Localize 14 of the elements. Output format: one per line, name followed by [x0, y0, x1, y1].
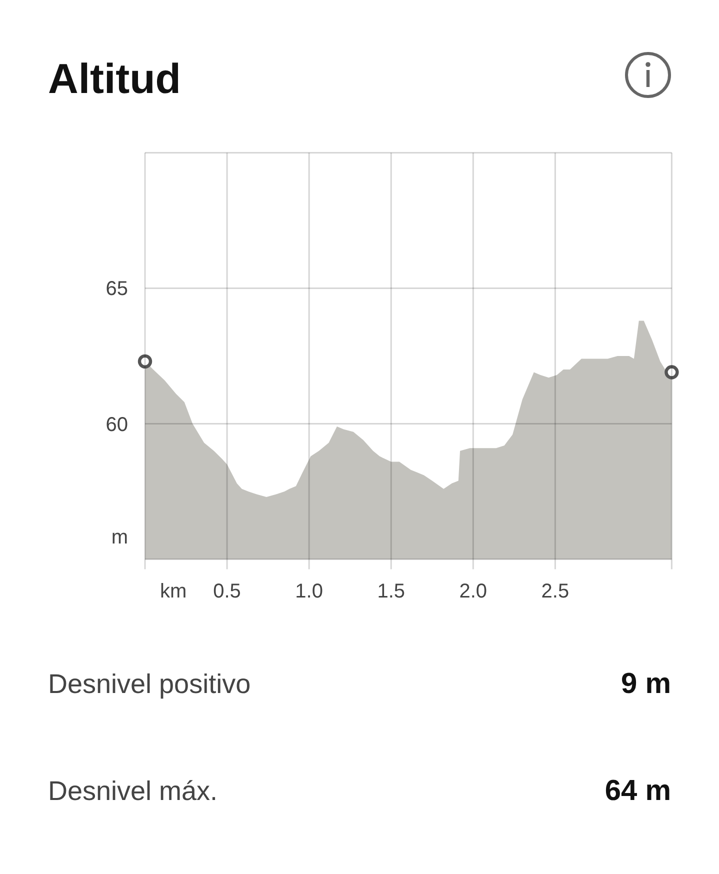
x-tick-label: 2.5 — [541, 580, 570, 602]
x-tick-label: 1.5 — [377, 580, 406, 602]
x-tick-label: 0.5 — [213, 580, 241, 602]
chart-title: Altitud — [48, 55, 181, 102]
text: 9 m — [621, 668, 671, 700]
text: Desnivel positivo — [48, 669, 251, 699]
y-tick-label: 65 — [106, 278, 128, 300]
x-axis-title: km — [160, 580, 187, 602]
x-tick-label: 1.0 — [295, 580, 323, 602]
text: Desnivel máx. — [48, 776, 218, 806]
text: 64 m — [604, 775, 671, 807]
y-axis-title: m — [111, 526, 128, 548]
y-tick-label: 60 — [106, 414, 128, 436]
x-tick-label: 2.0 — [459, 580, 488, 602]
